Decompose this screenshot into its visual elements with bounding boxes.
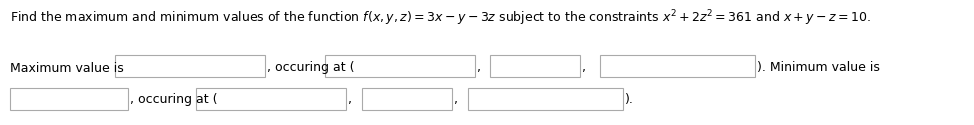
Text: , occuring at (: , occuring at ( (130, 94, 217, 106)
Text: ,: , (582, 62, 586, 74)
Text: ,: , (477, 62, 481, 74)
Text: ,: , (454, 94, 458, 106)
Text: ,: , (348, 94, 352, 106)
Text: , occuring at (: , occuring at ( (267, 62, 355, 74)
Bar (490, 55, 580, 77)
Bar (362, 88, 452, 110)
Text: Find the maximum and minimum values of the function $f(x, y, z) = 3x - y - 3z$ s: Find the maximum and minimum values of t… (10, 8, 871, 28)
Bar (468, 88, 623, 110)
Bar (115, 55, 265, 77)
Bar (196, 88, 346, 110)
Text: Maximum value is: Maximum value is (10, 62, 124, 74)
Bar (600, 55, 755, 77)
Bar (10, 88, 128, 110)
Text: ).: ). (625, 94, 634, 106)
Text: ). Minimum value is: ). Minimum value is (757, 62, 880, 74)
Bar (325, 55, 475, 77)
